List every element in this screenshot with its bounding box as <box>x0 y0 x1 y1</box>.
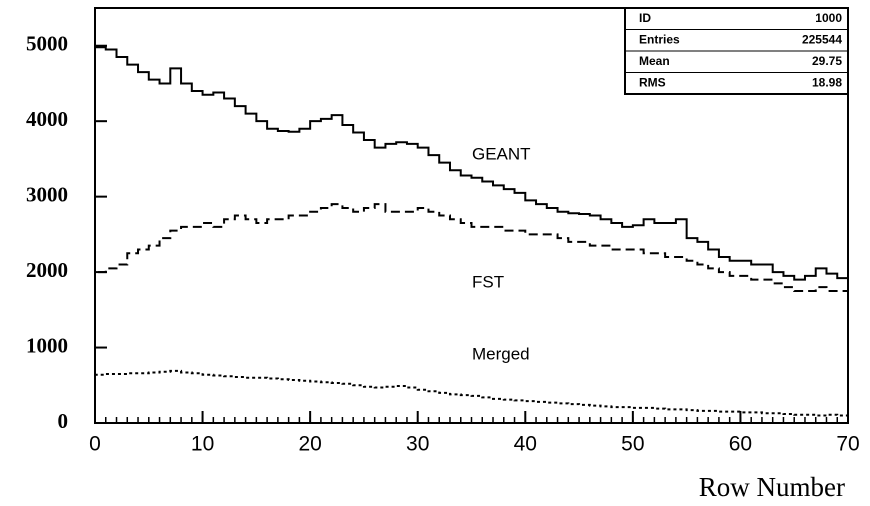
x-tick-label: 60 <box>729 433 752 456</box>
x-axis-label: Row Number <box>699 472 845 502</box>
stats-label: RMS <box>639 75 666 89</box>
histogram-line <box>94 369 849 423</box>
x-tick-label: 70 <box>836 433 859 456</box>
histogram-line <box>94 203 849 423</box>
series-label: GEANT <box>472 144 531 163</box>
x-tick-label: 30 <box>406 433 429 456</box>
series-label: Merged <box>472 344 530 363</box>
y-tick-label: 4000 <box>26 107 68 131</box>
stats-label: Entries <box>639 32 680 46</box>
stats-label: ID <box>639 11 651 25</box>
y-tick-label: 1000 <box>26 333 68 357</box>
series-label: FST <box>472 272 504 291</box>
x-tick-label: 40 <box>514 433 537 456</box>
x-tick-label: 0 <box>89 433 101 456</box>
y-tick-label: 2000 <box>26 258 68 282</box>
stats-label: Mean <box>639 54 670 68</box>
y-tick-label: 3000 <box>26 182 68 206</box>
stats-value: 225544 <box>802 32 842 46</box>
x-tick-label: 10 <box>191 433 214 456</box>
x-tick-label: 50 <box>621 433 644 456</box>
stats-value: 29.75 <box>812 54 842 68</box>
y-tick-label: 0 <box>58 409 69 433</box>
stats-value: 18.98 <box>812 75 842 89</box>
histogram-line <box>94 46 849 423</box>
stats-value: 1000 <box>815 11 842 25</box>
y-tick-label: 5000 <box>26 32 68 56</box>
x-tick-label: 20 <box>298 433 321 456</box>
